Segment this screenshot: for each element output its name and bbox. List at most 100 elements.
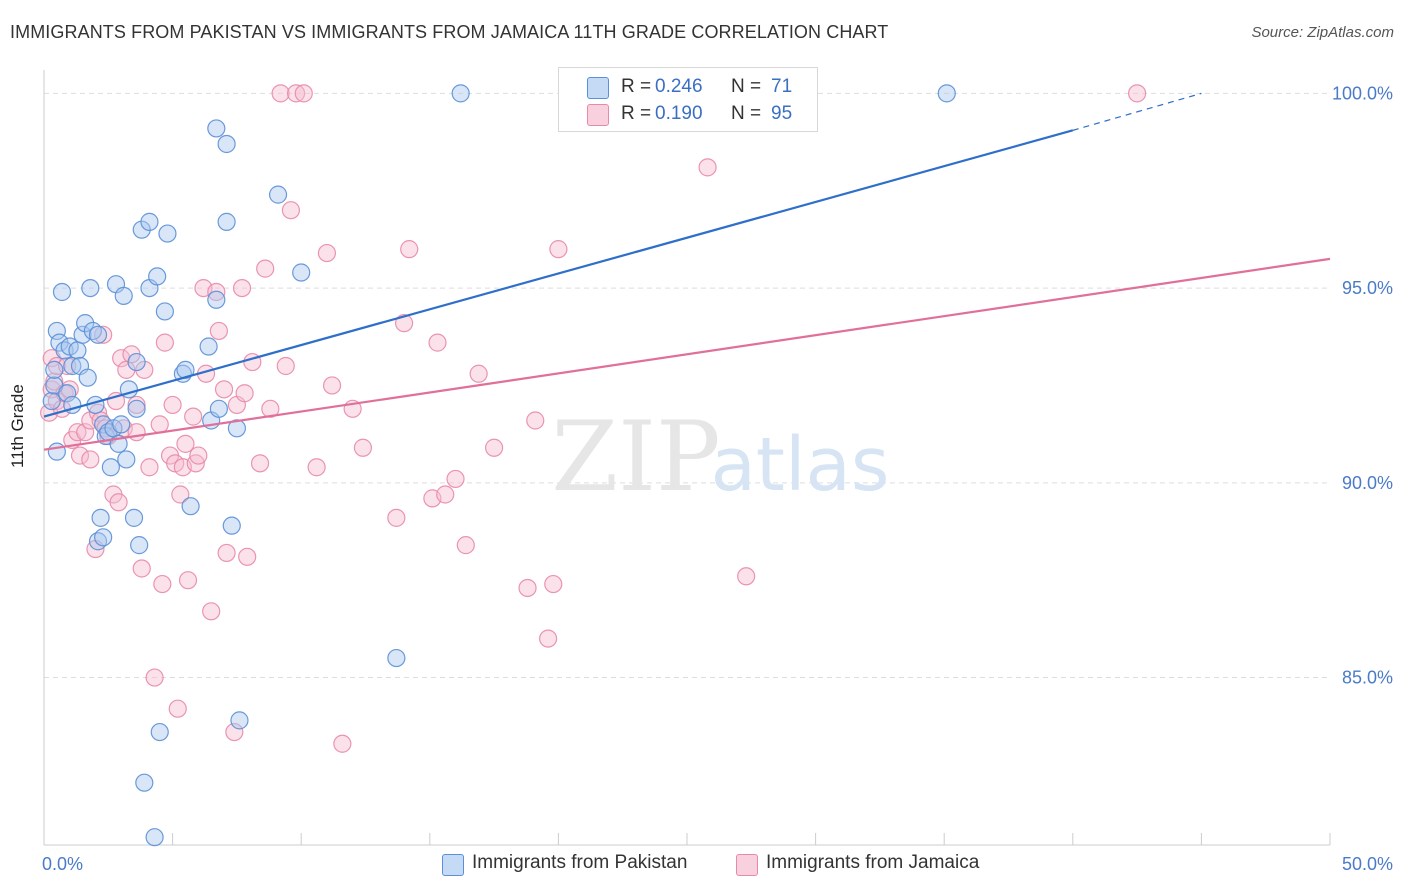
point-jamaica: [526, 411, 545, 430]
x-tick-label: 0.0%: [42, 854, 83, 874]
point-jamaica: [140, 458, 159, 477]
point-jamaica: [207, 282, 226, 302]
x-tick-labels: 0.0% 50.0%: [42, 854, 1393, 874]
point-jamaica: [294, 84, 313, 103]
trend-lines: [43, 92, 1331, 451]
point-pakistan: [155, 302, 174, 321]
point-jamaica: [94, 325, 113, 344]
point-pakistan: [127, 399, 146, 418]
point-pakistan: [140, 212, 159, 231]
point-pakistan: [101, 458, 120, 477]
source-label: Source: ZipAtlas.com: [1251, 24, 1394, 41]
point-pakistan: [222, 516, 241, 535]
point-pakistan: [451, 84, 470, 103]
point-pakistan: [47, 442, 66, 461]
point-jamaica: [184, 407, 203, 426]
bottom-legend-label-pakistan: Immigrants from Pakistan: [472, 852, 688, 873]
point-pakistan: [124, 508, 144, 527]
point-jamaica: [317, 243, 337, 263]
point-pakistan: [47, 321, 66, 341]
point-jamaica: [261, 399, 280, 418]
point-jamaica: [281, 201, 301, 220]
bottom-legend-label-jamaica: Immigrants from Jamaica: [766, 852, 980, 873]
point-jamaica: [387, 508, 406, 527]
point-jamaica: [155, 333, 174, 352]
point-pakistan: [78, 368, 97, 387]
point-jamaica: [518, 578, 537, 598]
point-jamaica: [202, 602, 221, 621]
point-pakistan: [73, 325, 92, 344]
point-pakistan: [42, 391, 61, 411]
point-pakistan: [132, 220, 151, 239]
point-pakistan: [117, 450, 136, 469]
point-jamaica: [286, 84, 306, 103]
legend-n-value-pakistan: 71: [771, 76, 793, 97]
point-jamaica: [1127, 84, 1147, 103]
point-jamaica: [171, 485, 190, 504]
point-pakistan: [209, 399, 228, 418]
point-jamaica: [127, 423, 146, 442]
point-jamaica: [737, 567, 756, 586]
point-pakistan: [937, 84, 956, 103]
point-jamaica: [70, 446, 90, 465]
point-jamaica: [271, 84, 290, 103]
point-pakistan: [88, 325, 108, 344]
point-pakistan: [68, 341, 87, 360]
point-jamaica: [353, 438, 373, 457]
point-jamaica: [698, 158, 717, 177]
point-pakistan: [76, 314, 95, 333]
point-jamaica: [250, 454, 270, 473]
point-pakistan: [150, 722, 169, 742]
point-pakistan: [230, 711, 249, 730]
y-tick-labels: 85.0% 90.0% 95.0% 100.0%: [1332, 83, 1393, 687]
x-tick-label: 50.0%: [1342, 854, 1393, 874]
legend-swatch-pakistan: [587, 77, 609, 99]
point-jamaica: [456, 536, 475, 555]
point-pakistan: [181, 497, 200, 516]
point-pakistan: [227, 419, 246, 438]
point-jamaica: [109, 493, 128, 512]
point-jamaica: [485, 438, 504, 457]
legend-row-pakistan: R = 0.246 N = 71: [559, 74, 817, 102]
point-pakistan: [217, 212, 236, 231]
point-pakistan: [199, 337, 218, 356]
point-pakistan: [292, 263, 311, 282]
point-jamaica: [400, 240, 419, 259]
point-pakistan: [268, 185, 288, 204]
point-jamaica: [150, 415, 169, 434]
point-jamaica: [163, 395, 182, 415]
y-tick-label: 100.0%: [1332, 83, 1393, 103]
legend-r-label: R =: [621, 76, 652, 97]
point-jamaica: [549, 240, 568, 259]
point-jamaica: [176, 434, 195, 453]
trend-line-pakistan: [43, 129, 1074, 418]
y-tick-label: 95.0%: [1342, 278, 1393, 298]
point-jamaica: [232, 278, 252, 298]
point-jamaica: [214, 380, 234, 399]
legend-row-jamaica: R = 0.190 N = 95: [559, 101, 817, 129]
point-jamaica: [238, 547, 257, 566]
point-pakistan: [94, 528, 113, 547]
legend-n-label: N =: [731, 103, 762, 124]
point-jamaica: [307, 458, 326, 477]
point-jamaica: [322, 376, 342, 395]
point-jamaica: [68, 423, 87, 442]
point-jamaica: [135, 360, 154, 379]
point-jamaica: [235, 384, 254, 403]
point-jamaica: [76, 423, 95, 442]
series-pakistan-points: [42, 84, 956, 847]
point-pakistan: [158, 224, 177, 243]
point-jamaica: [469, 364, 488, 383]
point-jamaica: [145, 668, 164, 687]
gridlines: [44, 92, 1330, 679]
legend-n-value-jamaica: 95: [771, 103, 793, 124]
point-jamaica: [276, 356, 295, 376]
y-tick-label: 85.0%: [1342, 668, 1393, 688]
point-jamaica: [428, 333, 447, 352]
series-jamaica-points: [40, 84, 1147, 753]
point-jamaica: [189, 446, 208, 465]
trend-line-jamaica: [43, 257, 1331, 451]
legend-r-value-pakistan: 0.246: [655, 76, 703, 97]
correlation-legend: R = 0.246 N = 71 R = 0.190 N = 95: [558, 67, 818, 132]
point-jamaica: [168, 699, 187, 718]
